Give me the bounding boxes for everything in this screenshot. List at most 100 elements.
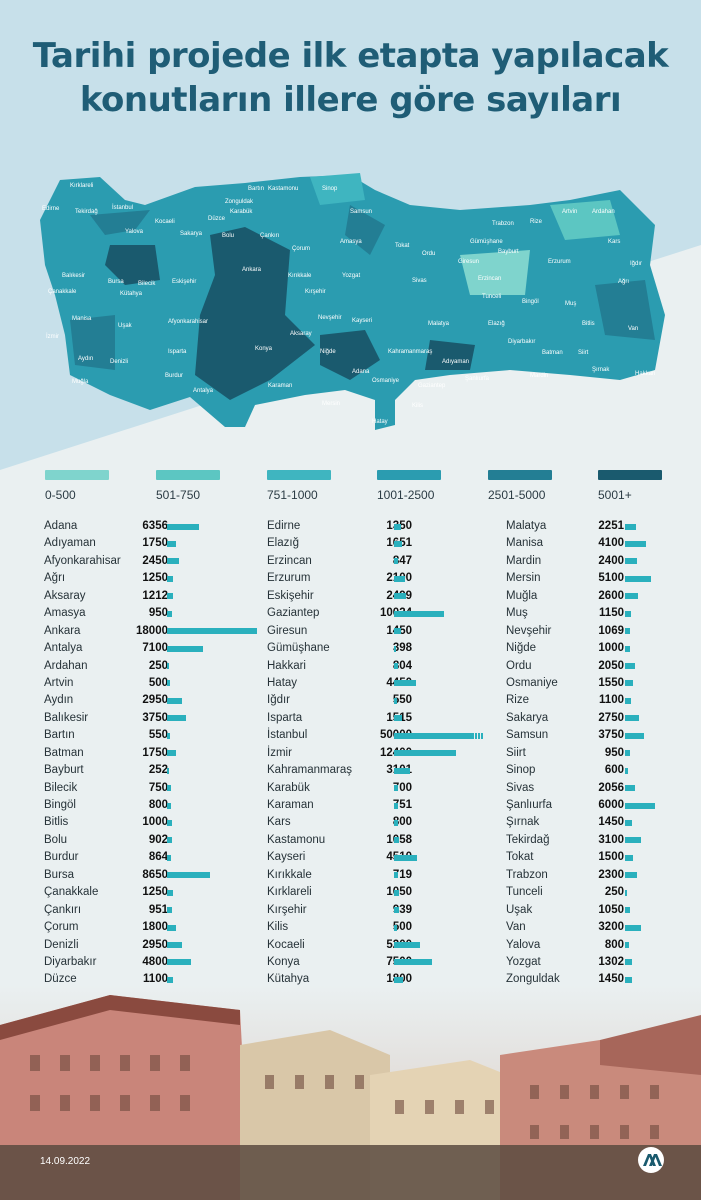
province-value: 7100 bbox=[142, 642, 168, 655]
province-name: İstanbul bbox=[267, 729, 308, 742]
province-bar bbox=[625, 628, 631, 635]
map-label: Balıkesir bbox=[62, 273, 85, 279]
map-label: Yalova bbox=[125, 229, 144, 235]
legend-item: 751-1000 bbox=[267, 470, 331, 502]
province-value: 3200 bbox=[598, 921, 624, 934]
province-bar bbox=[625, 837, 641, 844]
province-name: Kocaeli bbox=[267, 938, 305, 951]
map-label: Manisa bbox=[72, 316, 92, 322]
map-label: Gümüşhane bbox=[470, 239, 503, 245]
province-value: 1000 bbox=[598, 642, 624, 655]
map-label: Kahramanmaraş bbox=[388, 349, 432, 355]
province-name: Gümüşhane bbox=[267, 642, 330, 655]
map-label: Uşak bbox=[118, 323, 133, 329]
province-name: Adıyaman bbox=[44, 537, 96, 550]
province-bar bbox=[625, 540, 646, 547]
province-bar bbox=[394, 785, 398, 792]
map-label: Bilecik bbox=[138, 281, 156, 287]
province-name: Afyonkarahisar bbox=[44, 554, 121, 567]
province-value: 804 bbox=[392, 659, 412, 672]
province-bar bbox=[167, 732, 170, 739]
date-label: 14.09.2022 bbox=[40, 1156, 91, 1167]
province-value: 2750 bbox=[598, 711, 624, 724]
province-name: Edirne bbox=[267, 520, 301, 532]
province-bar bbox=[394, 715, 402, 722]
province-bar bbox=[167, 575, 174, 582]
province-name: Ardahan bbox=[44, 659, 88, 672]
map-label: Bartın bbox=[248, 186, 264, 192]
province-bar bbox=[394, 959, 432, 966]
province-bar bbox=[167, 663, 169, 669]
province-value: 750 bbox=[148, 781, 168, 794]
province-name: Konya bbox=[267, 955, 300, 968]
province-bar bbox=[167, 558, 180, 565]
province-name: Kütahya bbox=[267, 973, 310, 986]
province-name: Kırklareli bbox=[267, 886, 312, 899]
province-name: Sinop bbox=[506, 764, 536, 777]
map-label: İstanbul bbox=[112, 204, 133, 211]
province-bar bbox=[625, 715, 639, 722]
map-label: Ardahan bbox=[592, 209, 615, 215]
map-label: Bitlis bbox=[582, 321, 595, 327]
province-value: 1450 bbox=[598, 973, 624, 986]
province-value: 6356 bbox=[142, 520, 168, 532]
province-name: Erzincan bbox=[267, 554, 312, 567]
map-label: Van bbox=[628, 326, 638, 332]
province-bar bbox=[394, 976, 403, 983]
map-label: Çankırı bbox=[260, 233, 280, 239]
province-bar bbox=[394, 680, 417, 687]
province-value: 1069 bbox=[598, 624, 624, 637]
legend-item: 0-500 bbox=[45, 470, 109, 502]
map-label: Muş bbox=[565, 301, 576, 307]
province-bar bbox=[394, 802, 398, 809]
province-value: 751 bbox=[392, 799, 412, 811]
province-name: Ordu bbox=[506, 659, 532, 672]
map-label: Gaziantep bbox=[418, 383, 446, 389]
province-value: 250 bbox=[148, 659, 168, 672]
map-label: Tokat bbox=[395, 243, 410, 249]
province-bar bbox=[625, 889, 627, 896]
legend-item: 501-750 bbox=[156, 470, 220, 502]
province-bar bbox=[625, 959, 632, 966]
province-bar bbox=[167, 872, 211, 879]
map-label: Mardin bbox=[530, 373, 548, 379]
province-name: Samsun bbox=[506, 729, 549, 742]
province-value: 398 bbox=[392, 642, 412, 655]
map-label: Ordu bbox=[422, 251, 435, 257]
province-bar bbox=[394, 889, 400, 896]
map-label: Kayseri bbox=[352, 318, 372, 324]
province-value: 700 bbox=[392, 781, 412, 794]
province-value: 4100 bbox=[598, 537, 624, 550]
province-name: Manisa bbox=[506, 537, 544, 550]
province-name: Çanakkale bbox=[44, 886, 99, 899]
map-label: Antalya bbox=[193, 388, 214, 394]
province-bar bbox=[394, 750, 456, 757]
province-bar bbox=[394, 593, 407, 600]
province-name: Rize bbox=[506, 694, 530, 707]
province-name: Bilecik bbox=[44, 781, 78, 794]
province-name: Bayburt bbox=[44, 764, 84, 777]
map-label: Karaman bbox=[268, 383, 292, 389]
province-name: Mersin bbox=[506, 572, 541, 585]
map-label: Adana bbox=[352, 369, 370, 375]
province-name: Mardin bbox=[506, 554, 542, 567]
province-name: Çankırı bbox=[44, 903, 82, 916]
map-label: Adıyaman bbox=[442, 359, 469, 365]
province-value: 3750 bbox=[598, 729, 624, 742]
province-value: 1515 bbox=[364, 710, 412, 727]
province-name: Antalya bbox=[44, 642, 83, 655]
province-bar bbox=[394, 628, 402, 635]
map-label: Nevşehir bbox=[318, 315, 342, 321]
province-bar bbox=[625, 802, 655, 809]
province-bar bbox=[625, 924, 641, 931]
province-value: 1800 bbox=[142, 921, 168, 934]
province-bar bbox=[167, 907, 172, 914]
province-value: 2056 bbox=[598, 781, 624, 794]
province-bar bbox=[625, 819, 633, 826]
province-value: 3100 bbox=[598, 833, 624, 846]
legend-label: 501-750 bbox=[156, 488, 201, 502]
map-label: Hakkari bbox=[635, 371, 655, 377]
province-bar bbox=[625, 907, 631, 914]
province-name: Karabük bbox=[267, 781, 310, 794]
province-bar bbox=[167, 750, 176, 757]
